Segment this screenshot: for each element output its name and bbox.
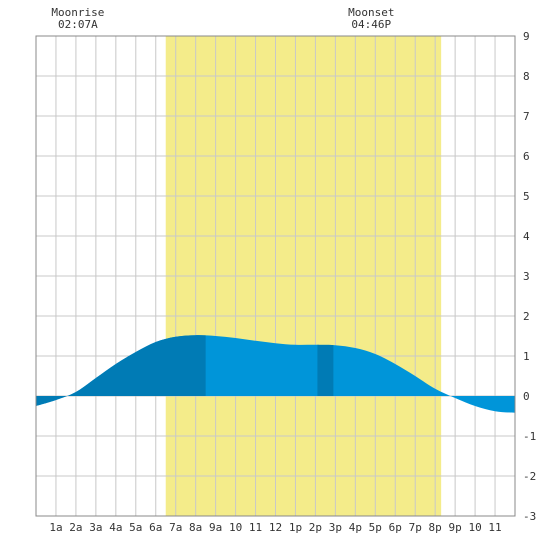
x-tick-label: 11 bbox=[249, 521, 262, 534]
x-tick-label: 6a bbox=[149, 521, 162, 534]
moon-event-time: 04:46P bbox=[351, 18, 391, 31]
x-tick-label: 9p bbox=[449, 521, 462, 534]
tide-highlight-band bbox=[317, 335, 334, 413]
x-tick-label: 9a bbox=[209, 521, 222, 534]
y-tick-label: 0 bbox=[523, 390, 530, 403]
y-tick-label: 9 bbox=[523, 30, 530, 43]
x-tick-label: 1a bbox=[49, 521, 62, 534]
y-tick-label: 8 bbox=[523, 70, 530, 83]
x-tick-label: 8p bbox=[429, 521, 442, 534]
x-tick-label: 7p bbox=[409, 521, 422, 534]
gridlines bbox=[36, 36, 515, 516]
x-tick-label: 12 bbox=[269, 521, 282, 534]
y-tick-label: 5 bbox=[523, 190, 530, 203]
moon-event-label: Moonset bbox=[348, 6, 394, 19]
x-tick-label: 8a bbox=[189, 521, 202, 534]
y-tick-label: 2 bbox=[523, 310, 530, 323]
x-tick-label: 6p bbox=[389, 521, 402, 534]
y-tick-label: 4 bbox=[523, 230, 530, 243]
x-tick-label: 3a bbox=[89, 521, 102, 534]
y-tick-label: -3 bbox=[523, 510, 536, 523]
y-tick-label: 3 bbox=[523, 270, 530, 283]
x-tick-label: 1p bbox=[289, 521, 302, 534]
y-tick-label: 6 bbox=[523, 150, 530, 163]
y-tick-label: 1 bbox=[523, 350, 530, 363]
x-tick-label: 4p bbox=[349, 521, 362, 534]
x-tick-label: 3p bbox=[329, 521, 342, 534]
x-tick-label: 10 bbox=[229, 521, 242, 534]
plot-border bbox=[35, 35, 516, 517]
x-tick-label: 5p bbox=[369, 521, 382, 534]
y-tick-label: -2 bbox=[523, 470, 536, 483]
x-tick-label: 11 bbox=[488, 521, 501, 534]
moon-event-label: Moonrise bbox=[51, 6, 104, 19]
x-tick-label: 10 bbox=[468, 521, 481, 534]
x-axis-ticks: 1a 2a 3a 4a 5a 6a 7a 8a 9a 10 11 12 1p 2p 3p 4p 5p 6p 7p 8p… bbox=[49, 521, 501, 534]
y-tick-label: 7 bbox=[523, 110, 530, 123]
y-tick-label: -1 bbox=[523, 430, 536, 443]
x-tick-label: 5a bbox=[129, 521, 142, 534]
y-axis-ticks: -3 -2 -1 0 1 2 3 4 5 6 7 8 9 bbox=[523, 30, 536, 523]
x-tick-label: 7a bbox=[169, 521, 182, 534]
x-tick-label: 4a bbox=[109, 521, 122, 534]
x-tick-label: 2p bbox=[309, 521, 322, 534]
moon-event-time: 02:07A bbox=[58, 18, 98, 31]
x-tick-label: 2a bbox=[69, 521, 82, 534]
